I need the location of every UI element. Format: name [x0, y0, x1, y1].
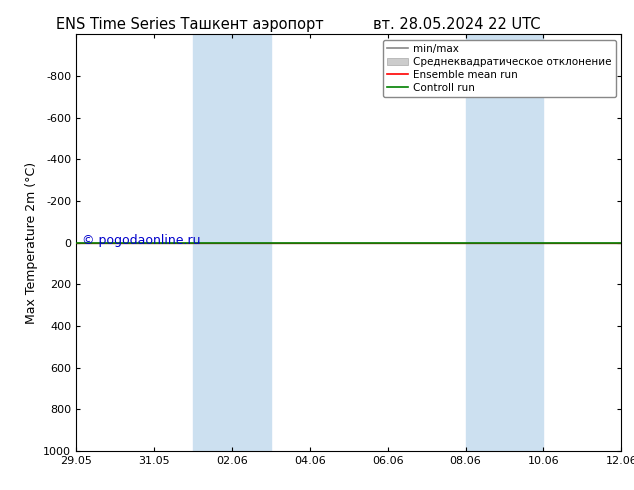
Bar — [193, 34, 271, 451]
Text: ENS Time Series Ташкент аэропорт: ENS Time Series Ташкент аэропорт — [56, 17, 324, 32]
Text: © pogodaonline.ru: © pogodaonline.ru — [82, 234, 200, 247]
Y-axis label: Max Temperature 2m (°C): Max Temperature 2m (°C) — [25, 162, 37, 323]
Legend: min/max, Среднеквадратическое отклонение, Ensemble mean run, Controll run: min/max, Среднеквадратическое отклонение… — [383, 40, 616, 97]
Bar — [465, 34, 543, 451]
Text: вт. 28.05.2024 22 UTC: вт. 28.05.2024 22 UTC — [373, 17, 540, 32]
